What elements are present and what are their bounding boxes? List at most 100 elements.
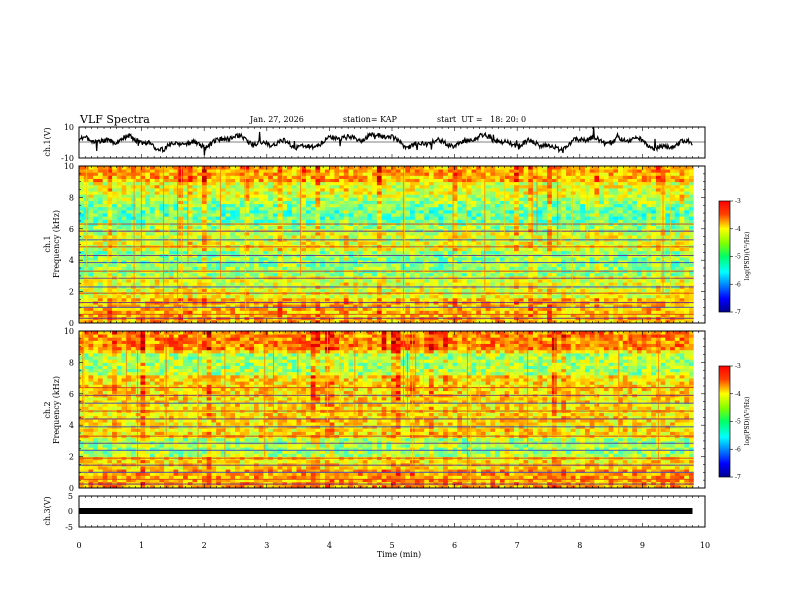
- spectrogram-cell: [93, 319, 99, 324]
- spectrogram-cell: [674, 313, 680, 318]
- spectrogram-cell: [613, 225, 619, 230]
- spectrogram-cell: [329, 319, 335, 324]
- spectrogram-cell: [509, 319, 515, 324]
- spectrogram-cell: [618, 275, 624, 280]
- spectrogram-cell: [641, 304, 647, 308]
- spectrogram-cell: [235, 310, 241, 314]
- spectrogram-cell: [329, 203, 335, 208]
- spectrogram-cell: [216, 235, 222, 239]
- spectrogram-cell: [305, 282, 312, 286]
- spectrogram-cell: [168, 294, 174, 299]
- spectrogram-cell: [674, 241, 680, 245]
- spectrogram-cell: [282, 225, 288, 230]
- spectrogram-cell: [603, 219, 610, 223]
- spectrogram-cell: [514, 313, 520, 318]
- spectrogram-cell: [197, 247, 203, 252]
- spectrogram-cell: [372, 294, 378, 299]
- spectrogram-cell: [362, 275, 368, 280]
- spectrogram-cell: [632, 209, 638, 214]
- spectrogram-cell: [211, 266, 217, 271]
- spectrogram-cell: [504, 297, 510, 302]
- spectrogram-cell: [131, 319, 137, 324]
- spectrogram-cell: [230, 304, 236, 308]
- spectrogram-cell: [211, 260, 217, 264]
- spectrogram-cell: [235, 241, 241, 245]
- spectrogram-cell: [253, 200, 260, 205]
- spectrogram-cell: [509, 247, 515, 252]
- spectrogram-cell: [684, 282, 690, 286]
- spectrogram-cell: [230, 244, 236, 249]
- spectrogram-cell: [518, 206, 524, 211]
- spectrogram-cell: [655, 313, 662, 318]
- spectrogram-cell: [575, 307, 581, 311]
- spectrogram-cell: [561, 209, 567, 214]
- spectrogram-cell: [618, 219, 624, 223]
- spectrogram-cell: [277, 244, 283, 249]
- spectrogram-cell: [164, 263, 170, 267]
- spectrogram-cell: [121, 235, 127, 239]
- spectrogram-cell: [395, 263, 401, 267]
- spectrogram-cell: [88, 219, 94, 223]
- spectrogram-cell: [532, 294, 539, 299]
- spectrogram-cell: [93, 231, 99, 236]
- spectrogram-cell: [320, 275, 326, 280]
- spectrogram-cell: [268, 225, 274, 230]
- spectrogram-cell: [476, 203, 482, 208]
- spectrogram-cell: [258, 288, 264, 292]
- spectrogram-cell: [206, 297, 212, 302]
- spectrogram-cell: [225, 279, 231, 283]
- spectrogram-cell: [320, 206, 326, 211]
- spectrogram-cell: [154, 313, 160, 318]
- spectrogram-cell: [197, 257, 203, 261]
- spectrogram-cell: [339, 225, 345, 230]
- spectrogram-cell: [296, 275, 302, 280]
- spectrogram-cell: [410, 235, 416, 239]
- spectrogram-cell: [206, 263, 212, 267]
- spectrogram-cell: [428, 263, 435, 267]
- spectrogram-cell: [561, 228, 567, 233]
- spectrogram-cell: [547, 275, 553, 280]
- spectrogram-cell: [523, 203, 529, 208]
- spectrogram-cell: [249, 200, 255, 205]
- spectrogram-cell: [684, 297, 690, 302]
- spectrogram-cell: [320, 260, 326, 264]
- spectrogram-cell: [603, 203, 610, 208]
- spectrogram-cell: [674, 282, 680, 286]
- spectrogram-cell: [362, 219, 368, 223]
- spectrogram-cell: [679, 228, 685, 233]
- spectrogram-cell: [277, 219, 283, 223]
- spectrogram-cell: [476, 310, 482, 314]
- spectrogram-cell: [480, 228, 487, 233]
- spectrogram-cell: [386, 219, 392, 223]
- spectrogram-cell: [149, 250, 156, 255]
- spectrogram-cell: [131, 263, 137, 267]
- spectrogram-cell: [211, 275, 217, 280]
- spectrogram-cell: [509, 250, 515, 255]
- spectrogram-cell: [636, 279, 643, 283]
- spectrogram-cell: [523, 260, 529, 264]
- spectrogram-cell: [235, 209, 241, 214]
- spectrogram-cell: [438, 247, 444, 252]
- spectrogram-cell: [178, 313, 184, 318]
- spectrogram-cell: [324, 279, 331, 283]
- spectrogram-cell: [391, 225, 397, 230]
- spectrogram-cell: [272, 241, 279, 245]
- spectrogram-cell: [670, 257, 676, 261]
- spectrogram-cell: [357, 297, 364, 302]
- spectrogram-cell: [391, 260, 397, 264]
- spectrogram-cell: [419, 203, 425, 208]
- spectrogram-cell: [145, 235, 151, 239]
- spectrogram-cell: [580, 294, 586, 299]
- spectrogram-cell: [395, 288, 401, 292]
- spectrogram-cell: [145, 209, 151, 214]
- spectrogram-cell: [566, 272, 572, 277]
- spectrogram-cell: [216, 310, 222, 314]
- spectrogram-cell: [253, 304, 260, 308]
- spectrogram-cell: [419, 241, 425, 245]
- spectrogram-cell: [183, 213, 189, 217]
- spectrogram-cell: [79, 244, 85, 249]
- spectrogram-cell: [230, 288, 236, 292]
- spectrogram-cell: [528, 228, 534, 233]
- spectrogram-cell: [665, 247, 671, 252]
- spectrogram-cell: [594, 213, 600, 217]
